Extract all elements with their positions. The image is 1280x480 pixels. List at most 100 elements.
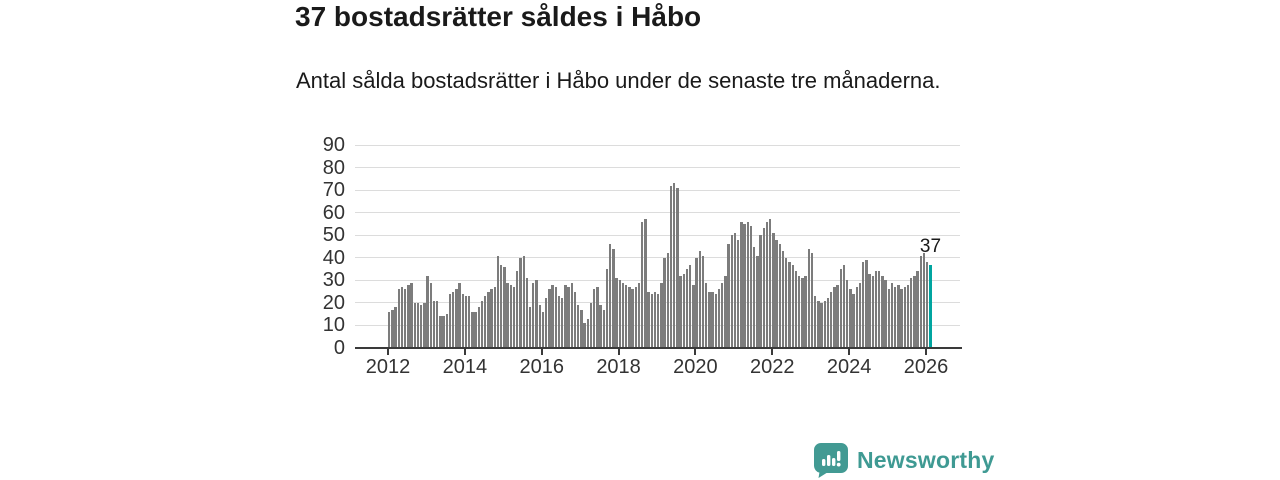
newsworthy-logo-icon: [814, 443, 848, 478]
bar: [829, 291, 833, 348]
y-axis-tick-label: 20: [322, 291, 345, 314]
bar: [570, 282, 573, 348]
bar: [512, 287, 516, 348]
x-axis-tick: [387, 348, 389, 355]
x-axis-tick-label: 2018: [596, 356, 641, 378]
bar: [615, 278, 618, 348]
bar: [445, 314, 449, 348]
x-axis-tick-label: 2014: [442, 356, 488, 378]
bar: [557, 296, 561, 348]
bar: [397, 289, 400, 348]
bar: [663, 257, 666, 348]
y-axis-tick-label: 0: [333, 337, 345, 359]
y-axis-tick-label: 10: [322, 314, 345, 337]
bar: [922, 253, 926, 348]
bar: [605, 269, 609, 348]
x-axis-tick: [540, 348, 543, 355]
bar: [400, 287, 404, 348]
gridline-y-80: [355, 167, 960, 169]
x-axis-tick-label: 2016: [519, 356, 564, 378]
bar: [647, 291, 650, 348]
x-axis-tick: [771, 348, 774, 355]
bar: [737, 239, 740, 348]
bar: [865, 260, 868, 348]
bar: [743, 223, 746, 348]
bar: [484, 296, 487, 348]
bar: [564, 284, 567, 348]
x-axis-tick: [925, 348, 927, 355]
bar: [589, 302, 593, 348]
bar: [480, 300, 484, 348]
bar: [926, 262, 929, 348]
bar: [890, 282, 894, 348]
bar: [797, 275, 801, 348]
bar: [804, 275, 807, 348]
bar: [532, 282, 535, 348]
x-axis-tick: [463, 348, 466, 355]
bar: [868, 273, 871, 348]
bar: [640, 221, 644, 348]
bar: [391, 309, 394, 348]
bar: [775, 239, 778, 348]
bar: [477, 307, 481, 348]
x-axis-line: [355, 346, 962, 349]
bar: [448, 293, 452, 348]
bar: [516, 271, 519, 348]
chart-subtitle: Antal sålda bostadsrätter i Håbo under d…: [296, 68, 941, 93]
bar: [471, 311, 474, 348]
bar: [535, 280, 538, 348]
bar: [695, 257, 698, 348]
bar: [407, 284, 410, 348]
bar: [785, 257, 788, 348]
bar: [592, 289, 596, 348]
x-axis-tick-label: 2012: [365, 356, 411, 378]
bar: [682, 273, 685, 348]
bar: [852, 293, 855, 348]
bar: [608, 244, 612, 348]
bar: [596, 287, 599, 348]
bar: [503, 266, 506, 348]
y-axis-tick-label: 60: [322, 201, 345, 224]
bar: [509, 284, 513, 348]
bar: [583, 323, 586, 348]
bar: [842, 264, 846, 348]
newsworthy-wordmark: Newsworthy: [857, 447, 995, 473]
bar: [913, 275, 916, 348]
bar: [657, 293, 660, 348]
bar: [788, 262, 791, 348]
bar: [551, 284, 554, 348]
bar: [538, 305, 541, 348]
bar: [506, 282, 509, 348]
bar: [839, 269, 842, 348]
bar: [423, 302, 426, 348]
bar: [544, 298, 548, 348]
bar: [753, 246, 756, 348]
newsworthy-branding: Newsworthy: [814, 443, 994, 478]
bar: [759, 235, 762, 348]
bar: [461, 293, 465, 348]
x-axis-tick-label: 2026: [903, 356, 949, 378]
x-axis-tick: [617, 348, 620, 355]
bar: [496, 255, 500, 348]
bar: [849, 289, 852, 348]
bar: [669, 185, 673, 348]
bar: [708, 291, 711, 348]
gridline-y-50: [355, 234, 960, 236]
bar: [673, 183, 676, 348]
gridline-y-30: [355, 279, 960, 281]
gridline-y-40: [355, 257, 960, 259]
bar: [845, 280, 849, 348]
bar: [807, 248, 810, 348]
gridline-y-90: [355, 144, 960, 146]
bar: [705, 282, 708, 348]
bar: [861, 262, 865, 348]
bar: [621, 282, 625, 348]
bar: [903, 287, 906, 348]
bar: [586, 318, 589, 348]
bar: [455, 289, 458, 348]
bar: [791, 264, 794, 348]
bar: [631, 289, 634, 348]
bar: [740, 221, 743, 348]
bar: [653, 291, 657, 348]
